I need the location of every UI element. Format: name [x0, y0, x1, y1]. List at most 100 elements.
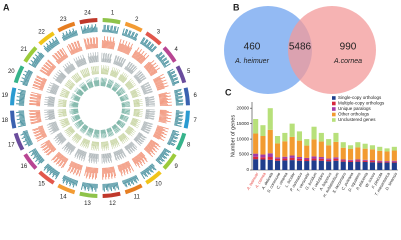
track-bar	[111, 126, 117, 134]
track-bar	[87, 73, 90, 76]
track-bar	[58, 100, 67, 103]
track-bar	[33, 60, 39, 65]
track-bar	[28, 109, 41, 112]
bar-segment	[260, 157, 266, 160]
track-bar	[57, 106, 67, 107]
track-bar	[76, 72, 82, 80]
track-bar	[48, 102, 55, 104]
track-bar	[81, 150, 84, 156]
track-bar	[106, 65, 110, 75]
track-bar	[159, 117, 167, 120]
bar-segment	[253, 156, 259, 160]
track-bar	[98, 129, 100, 139]
track-bar	[73, 75, 79, 82]
track-bar	[118, 120, 125, 126]
track-bar	[145, 101, 155, 104]
track-bar	[157, 56, 161, 59]
track-bar	[112, 166, 116, 179]
track-bar	[94, 26, 96, 33]
track-bar	[33, 152, 40, 157]
track-bar	[73, 110, 79, 112]
track-bar	[112, 30, 114, 34]
track-bar	[91, 183, 94, 192]
track-bar	[118, 90, 126, 96]
track-bar	[113, 55, 117, 65]
track-bar	[120, 149, 123, 154]
track-bar	[78, 77, 81, 81]
track-bar	[117, 39, 122, 51]
track-bar	[98, 80, 99, 87]
track-bar	[36, 135, 48, 142]
track-bar	[22, 131, 28, 134]
track-bar	[126, 47, 130, 55]
track-bar	[62, 175, 66, 182]
track-bar	[116, 88, 123, 94]
track-bar	[30, 120, 42, 124]
track-bar	[93, 141, 96, 149]
track-bar	[97, 141, 98, 150]
track-bar	[115, 69, 121, 79]
track-bar	[64, 84, 72, 90]
track-bar	[125, 145, 129, 150]
track-bar	[76, 92, 82, 97]
track-bar	[112, 126, 115, 129]
track-bar	[77, 92, 83, 96]
track-bar	[86, 44, 89, 50]
track-bar	[22, 138, 31, 143]
track-bar	[142, 86, 152, 91]
bar-segment	[318, 132, 324, 142]
track-bar	[83, 151, 87, 162]
track-bar	[94, 129, 96, 134]
track-bar	[106, 79, 110, 88]
track-bar	[114, 89, 118, 92]
track-bar	[152, 73, 164, 81]
track-bar	[93, 80, 96, 87]
track-bar	[73, 109, 79, 111]
track-bar	[59, 154, 63, 160]
track-bar	[57, 133, 63, 138]
track-bar	[110, 127, 113, 131]
track-bar	[39, 69, 50, 77]
track-bar	[58, 58, 62, 63]
track-bar	[118, 91, 126, 97]
track-bar	[133, 70, 141, 77]
track-bar	[128, 86, 135, 91]
track-bar	[149, 164, 155, 171]
track-bar	[78, 150, 84, 160]
segment-label: 19	[1, 93, 8, 99]
track-bar	[93, 77, 96, 87]
track-bar	[41, 132, 46, 136]
track-bar	[122, 41, 128, 53]
track-bar	[172, 81, 180, 85]
track-bar	[52, 170, 58, 178]
track-bar	[79, 90, 84, 94]
track-bar	[47, 103, 55, 105]
track-bar	[118, 74, 122, 80]
track-bar	[130, 90, 137, 94]
track-bar	[68, 65, 73, 72]
track-bar	[96, 183, 98, 189]
track-bar	[133, 157, 140, 165]
track-bar	[44, 109, 55, 111]
track-bar	[70, 42, 77, 54]
track-bar	[140, 37, 146, 45]
track-bar	[84, 25, 87, 34]
track-bar	[159, 98, 172, 101]
track-bar	[87, 56, 90, 64]
track-bar	[77, 78, 80, 82]
track-bar	[95, 77, 97, 87]
track-bar	[125, 79, 133, 87]
track-bar	[122, 45, 127, 53]
track-bar	[124, 146, 130, 154]
track-bar	[164, 147, 172, 153]
track-bar	[118, 149, 121, 155]
track-bar	[102, 153, 104, 163]
track-bar	[24, 76, 31, 79]
track-bar	[125, 81, 130, 86]
track-bar	[148, 143, 154, 148]
track-bar	[61, 92, 69, 96]
track-bar	[63, 101, 67, 103]
track-bar	[101, 153, 103, 164]
track-bar	[75, 96, 81, 99]
track-bar	[154, 133, 161, 137]
